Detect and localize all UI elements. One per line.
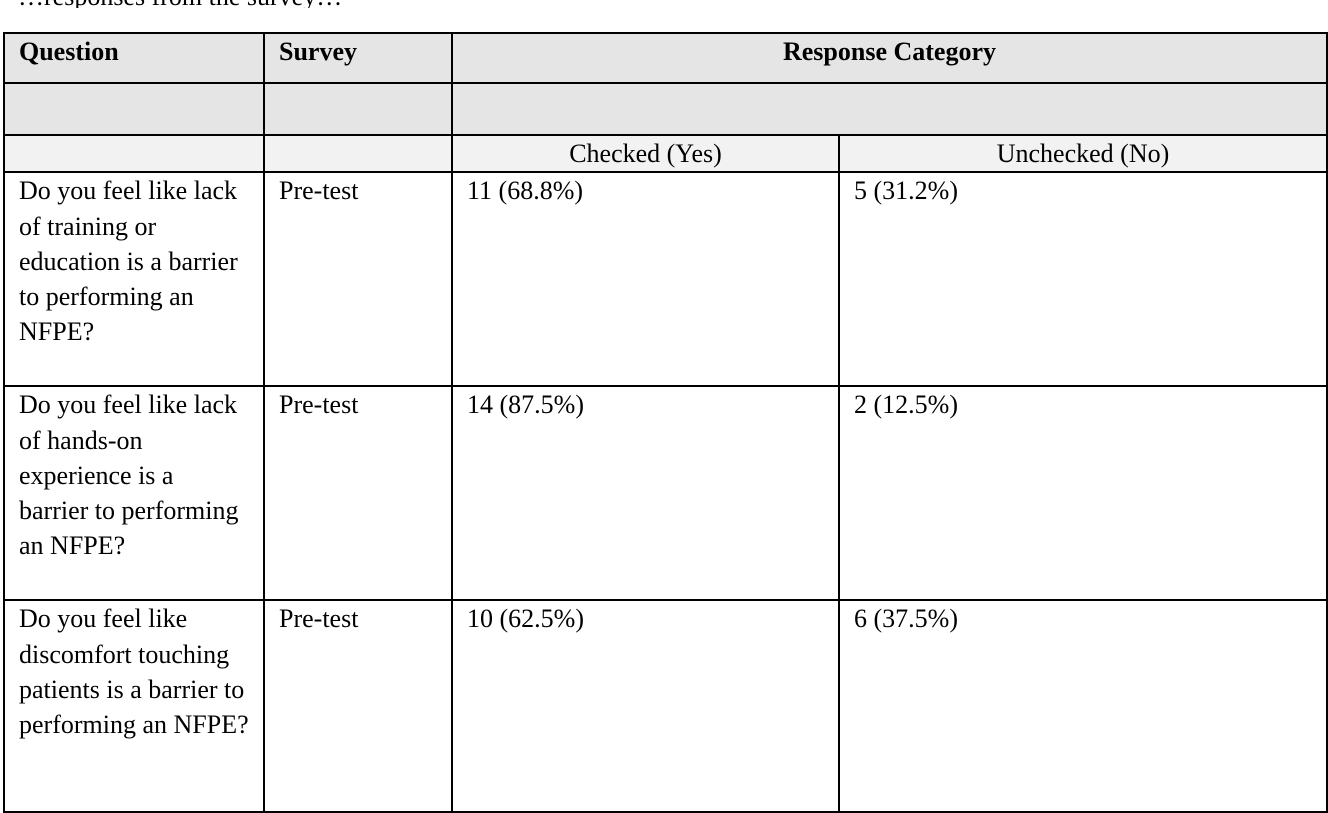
header-row: Question Survey Response Category <box>3 32 1328 84</box>
checked-cell: 10 (62.5%) <box>451 599 840 813</box>
question-cell: Do you feel like lack of training or edu… <box>3 171 265 388</box>
empty-subheader-cell <box>263 133 453 174</box>
table-caption-fragment: …responses from the survey… <box>0 0 1328 8</box>
checked-cell: 11 (68.8%) <box>451 171 840 388</box>
results-table: Question Survey Response Category Checke… <box>3 32 1328 813</box>
unchecked-cell: 5 (31.2%) <box>838 171 1328 388</box>
blank-cell <box>3 82 265 136</box>
header-survey: Survey <box>263 32 453 84</box>
checked-cell: 14 (87.5%) <box>451 385 840 602</box>
unchecked-cell: 6 (37.5%) <box>838 599 1328 813</box>
survey-cell: Pre-test <box>263 171 453 388</box>
header-question: Question <box>3 32 265 84</box>
empty-subheader-cell <box>3 133 265 174</box>
unchecked-cell: 2 (12.5%) <box>838 385 1328 602</box>
table-row: Do you feel like lack of training or edu… <box>3 171 1328 388</box>
table-row: Do you feel like discomfort touching pat… <box>3 599 1328 813</box>
table-row: Do you feel like lack of hands-on experi… <box>3 385 1328 602</box>
blank-header-row <box>3 82 1328 136</box>
survey-cell: Pre-test <box>263 385 453 602</box>
subheader-checked: Checked (Yes) <box>451 133 840 174</box>
blank-cell <box>451 82 1328 136</box>
header-response-category: Response Category <box>451 32 1328 84</box>
question-cell: Do you feel like lack of hands-on experi… <box>3 385 265 602</box>
subheader-row: Checked (Yes) Unchecked (No) <box>3 133 1328 174</box>
blank-cell <box>263 82 453 136</box>
subheader-unchecked: Unchecked (No) <box>838 133 1328 174</box>
question-cell: Do you feel like discomfort touching pat… <box>3 599 265 813</box>
survey-cell: Pre-test <box>263 599 453 813</box>
